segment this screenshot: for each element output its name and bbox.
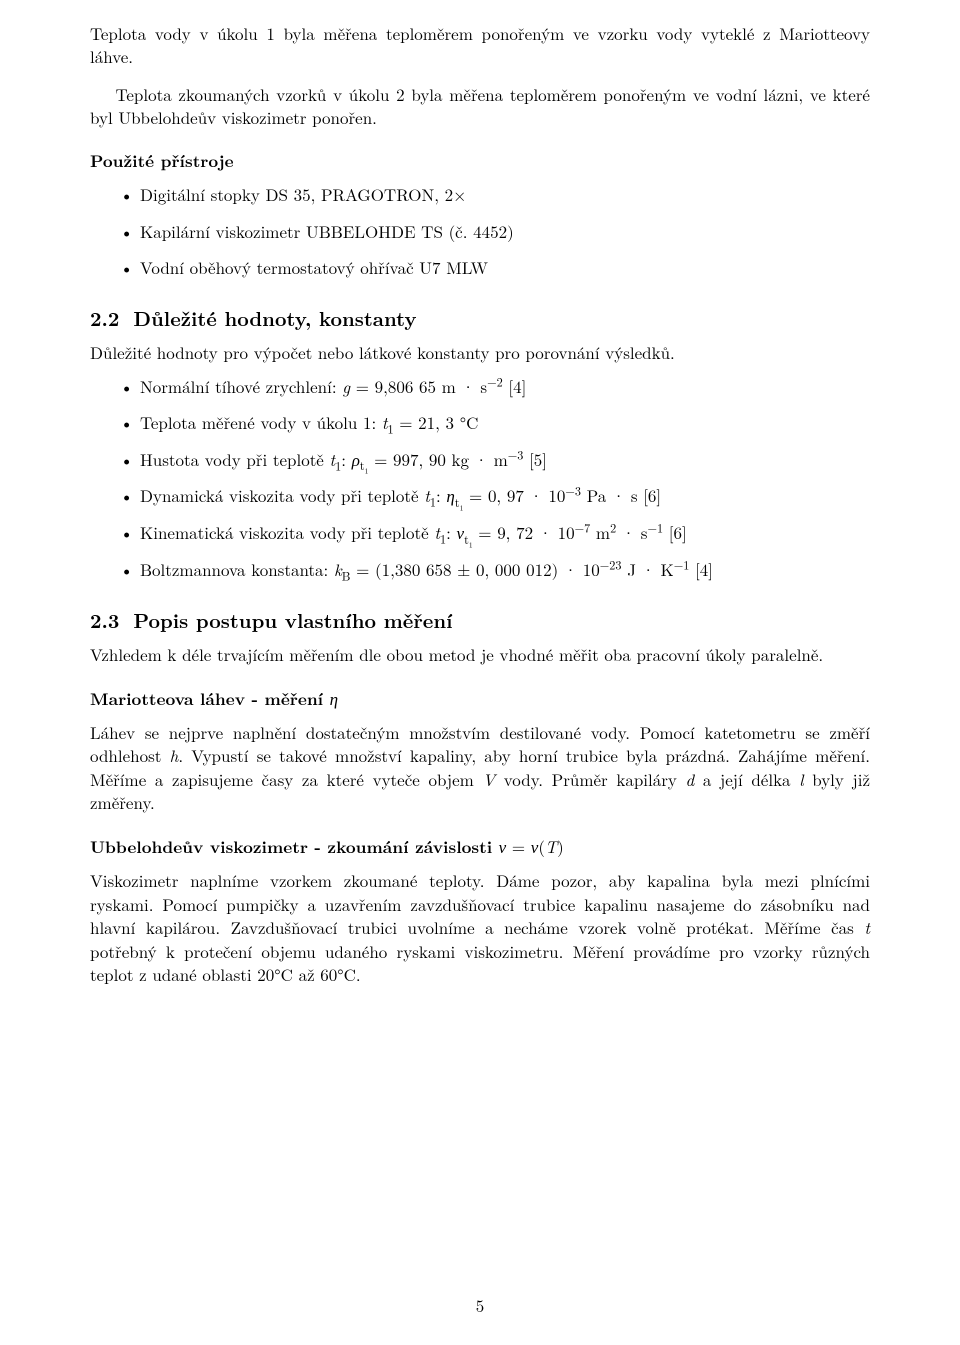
list-item: Hustota vody při teplotě t1: ρt1 = 997, … [126, 448, 870, 472]
units: Pa · s [581, 483, 638, 507]
exp: −2 [487, 372, 503, 390]
math: ν = ν(T) [499, 834, 564, 858]
units: J · K [622, 557, 674, 581]
value: 9,806 65 [375, 374, 436, 398]
value: 997, 90 [393, 447, 446, 471]
heading-instruments: Použité přístroje [90, 150, 870, 173]
list-item: Vodní oběhový termostatový ohřívač U7 ML… [126, 256, 870, 279]
sub: 1 [387, 420, 393, 438]
var-rho: ρ [352, 447, 360, 471]
units: m · s [442, 374, 487, 398]
heading-ubbelohde: Ubbelohdeův viskozimetr - zkoumání závis… [90, 835, 870, 859]
section-title: Důležité hodnoty, konstanty [133, 303, 416, 332]
text: Kinematická viskozita vody při teplotě [140, 520, 434, 544]
text: Dynamická viskozita vody při teplotě [140, 483, 424, 507]
paragraph-mariotte: Láhev se nejprve naplnění dostatečným mn… [90, 721, 870, 815]
cite: [5] [523, 447, 547, 471]
var-eta: η [446, 483, 454, 507]
cite: [4] [689, 557, 713, 581]
page: Teplota vody v úkolu 1 byla měřena teplo… [0, 0, 960, 1345]
var-g: g [342, 374, 350, 398]
text: Teplota měřené vody v úkolu 1: [140, 410, 382, 434]
constants-list: Normální tíhové zrychlení: g = 9,806 65 … [90, 375, 870, 582]
sub: t1 [464, 530, 473, 548]
exp: −1 [674, 555, 690, 573]
list-item: Normální tíhové zrychlení: g = 9,806 65 … [126, 375, 870, 398]
sub: 1 [430, 493, 436, 511]
list-item: Dynamická viskozita vody při teplotě t1:… [126, 484, 870, 508]
paragraph-intro-2: Teplota zkoumaných vzorků v úkolu 2 byla… [90, 83, 870, 130]
sub: B [342, 566, 351, 584]
exp: −3 [508, 445, 524, 463]
exp: −7 [575, 519, 591, 537]
instruments-list: Digitální stopky DS 35, PRAGOTRON, 2× Ka… [90, 183, 870, 279]
value: (1,380 658 ± 0, 000 012) · 10 [375, 557, 600, 581]
sub: t1 [360, 456, 369, 474]
exp: −23 [600, 555, 622, 573]
list-item: Digitální stopky DS 35, PRAGOTRON, 2× [126, 183, 870, 206]
var-d: d [686, 767, 695, 791]
text: Normální tíhové zrychlení: [140, 374, 342, 398]
list-item: Teplota měřené vody v úkolu 1: t1 = 21, … [126, 411, 870, 434]
var-h: h [170, 743, 179, 767]
sub: 1 [440, 530, 446, 548]
sub: t1 [455, 493, 464, 511]
page-number: 5 [0, 1294, 960, 1317]
units: kg · m [452, 447, 508, 471]
text: Ubbelohdeův viskozimetr - zkoumání závis… [90, 835, 499, 859]
value: 9, 72 · 10 [497, 520, 574, 544]
value: 21, 3 °C [418, 410, 478, 434]
exp: −3 [565, 482, 581, 500]
exp: −1 [647, 519, 663, 537]
var-kb: k [334, 557, 342, 581]
text: potřebný k protečení objemu udaného rysk… [90, 939, 870, 986]
sub: 1 [335, 456, 341, 474]
text: a její délka [694, 767, 799, 791]
heading-mariotte: Mariotteova láhev - měření η [90, 687, 870, 711]
text: Viskozimetr naplníme vzorkem zkoumané te… [90, 868, 870, 939]
section-number: 2.2 [90, 303, 119, 332]
list-item: Boltzmannova konstanta: kB = (1,380 658 … [126, 558, 870, 581]
section-number: 2.3 [90, 605, 119, 634]
text: Hustota vody při teplotě [140, 447, 330, 471]
units: m [590, 520, 610, 544]
paragraph-intro-1: Teplota vody v úkolu 1 byla měřena teplo… [90, 22, 870, 69]
section-title: Popis postupu vlastního měření [133, 605, 452, 634]
paragraph-ubbelohde: Viskozimetr naplníme vzorkem zkoumané te… [90, 869, 870, 986]
list-item: Kapilární viskozimetr UBBELOHDE TS (č. 4… [126, 220, 870, 243]
text: Mariotteova láhev - měření [90, 687, 330, 711]
text: Boltzmannova konstanta: [140, 557, 334, 581]
var-v: V [482, 767, 495, 791]
section-2-2-intro: Důležité hodnoty pro výpočet nebo látkov… [90, 341, 870, 364]
text: vody. Průměr kapiláry [495, 767, 685, 791]
list-item: Kinematická viskozita vody při teplotě t… [126, 521, 870, 545]
cite: [4] [503, 374, 527, 398]
value: 0, 97 · 10 [488, 483, 565, 507]
cite: [6] [638, 483, 662, 507]
var-nu: ν [457, 520, 465, 544]
section-2-3-intro: Vzhledem k déle trvajícím měřením dle ob… [90, 643, 870, 666]
var-t: t [864, 915, 870, 939]
section-2-2-heading: 2.2 Důležité hodnoty, konstanty [90, 304, 870, 332]
var-eta: η [330, 686, 338, 710]
cite: [6] [663, 520, 687, 544]
units: · s [616, 520, 647, 544]
section-2-3-heading: 2.3 Popis postupu vlastního měření [90, 606, 870, 634]
